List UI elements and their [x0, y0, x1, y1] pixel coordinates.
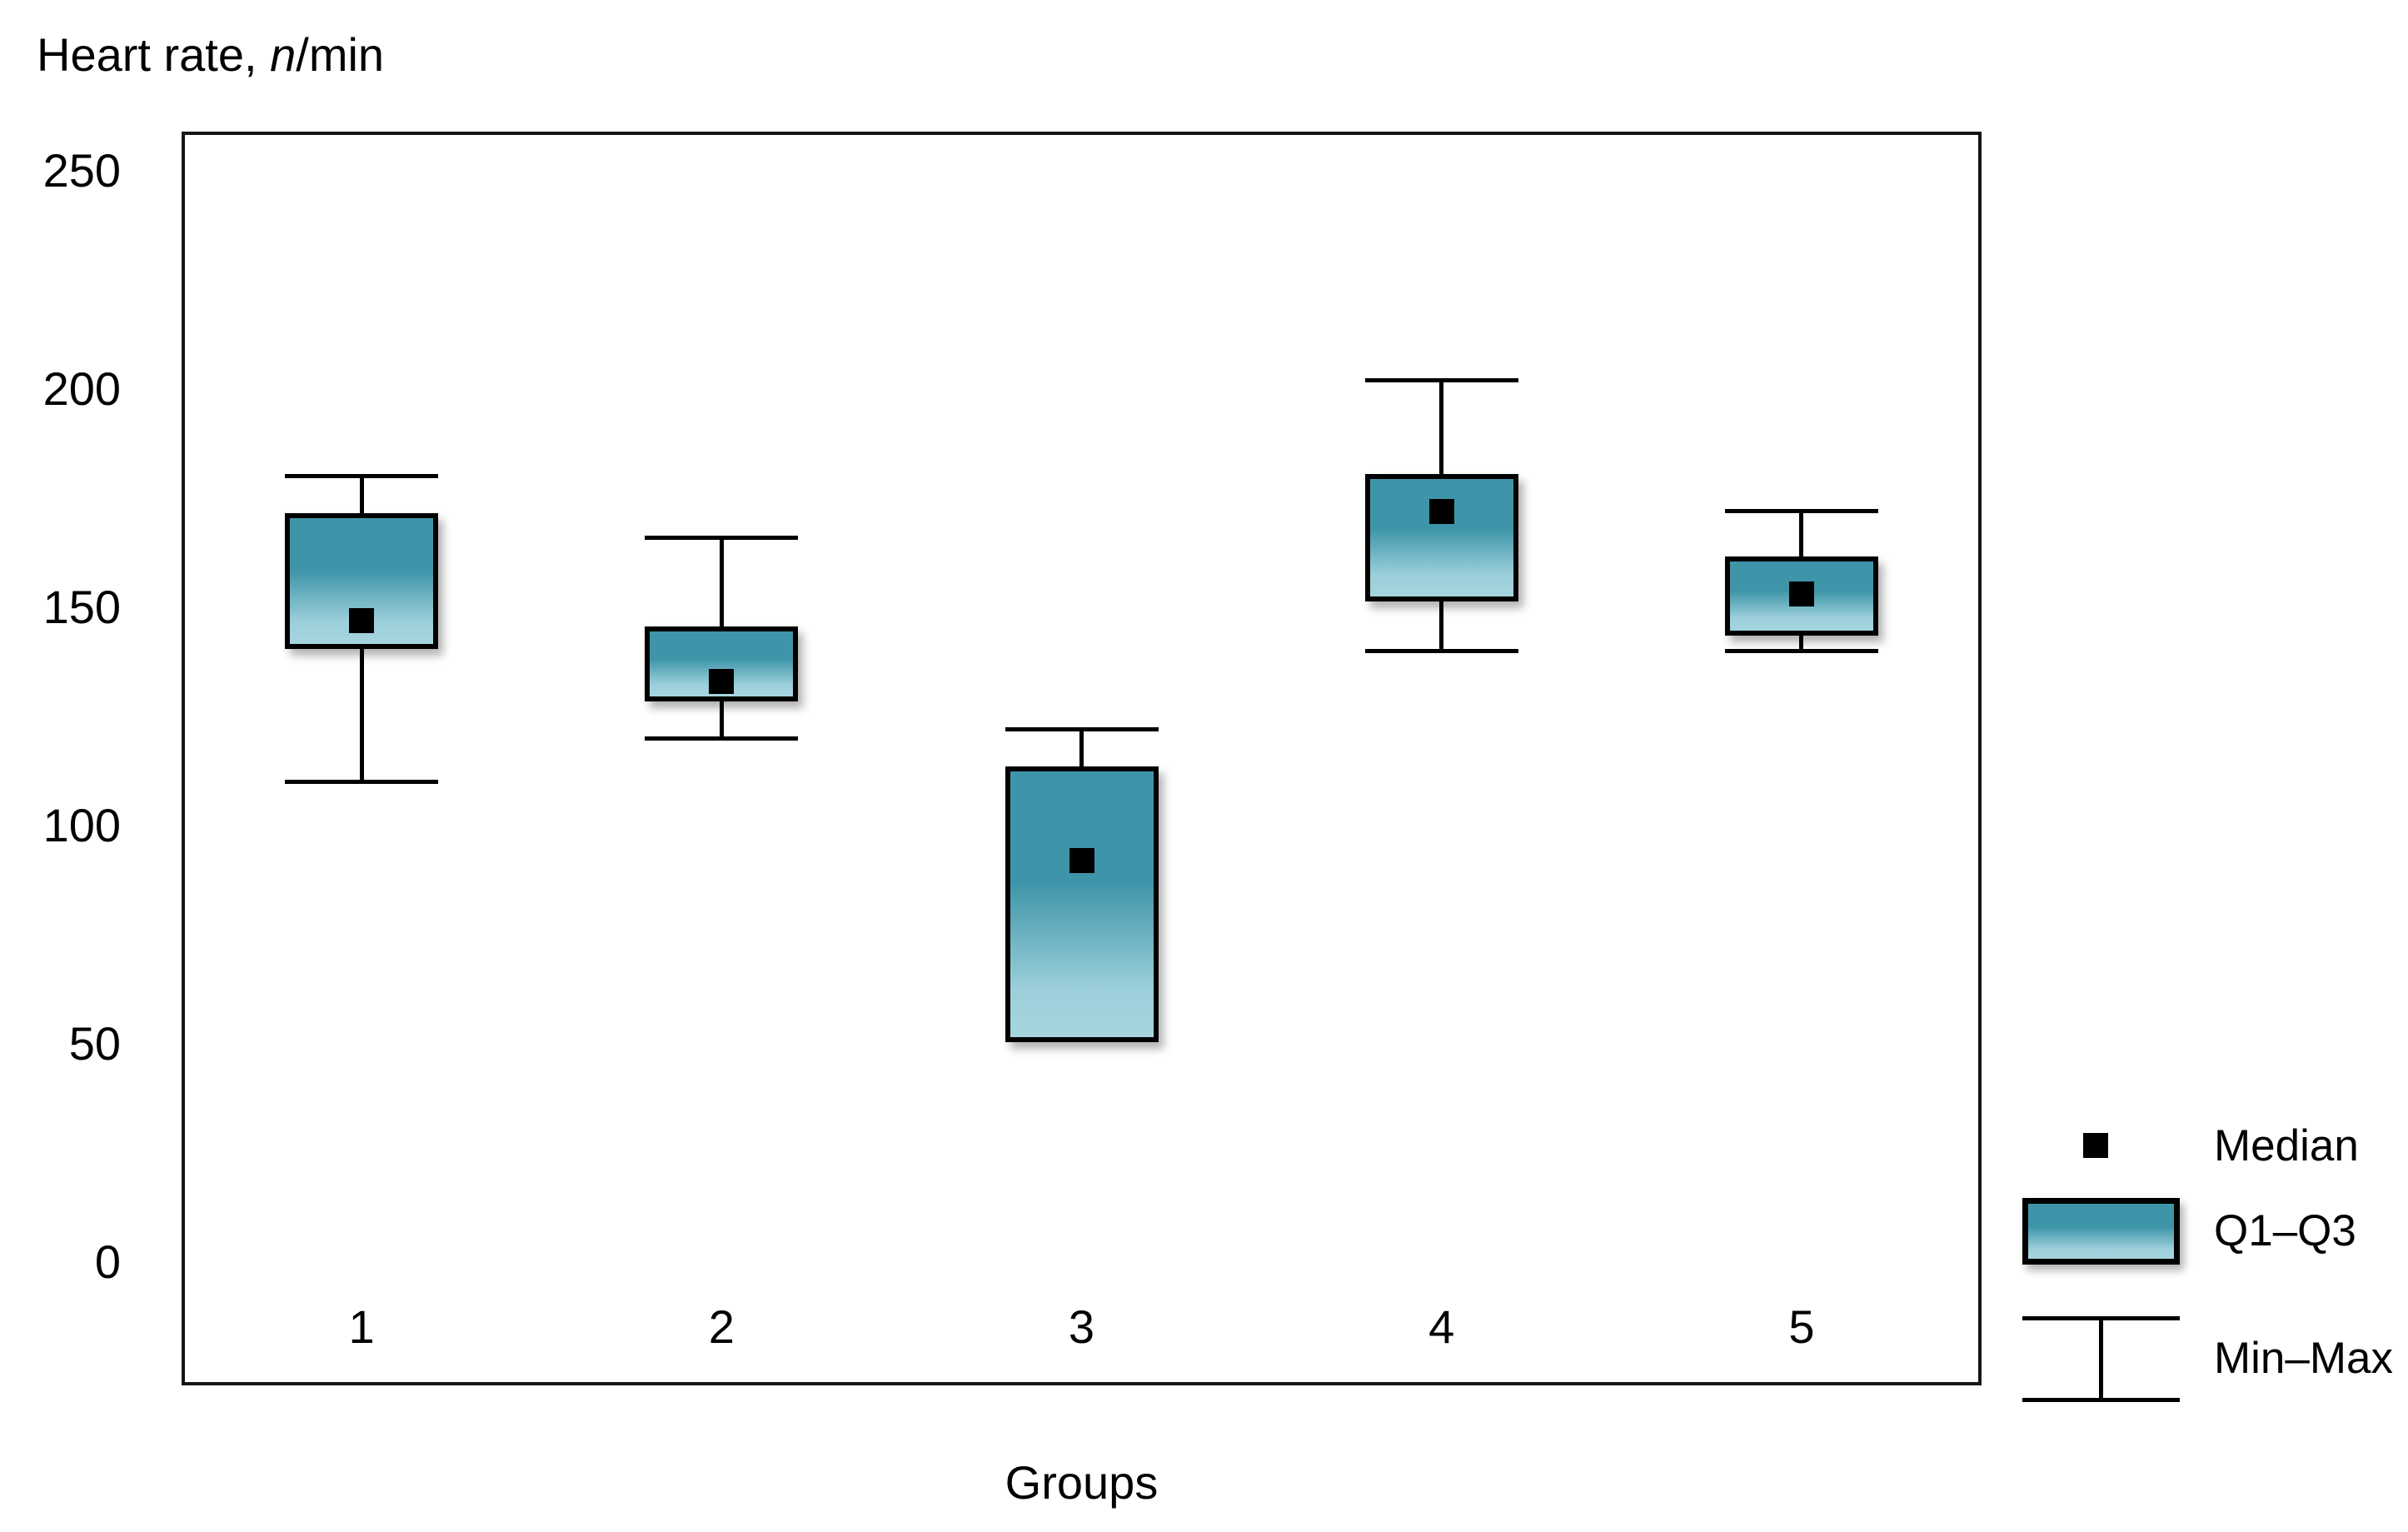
- whisker-max-cap-group-5: [1724, 509, 1878, 514]
- median-marker-group-3: [1069, 847, 1094, 873]
- legend-q1-q3-label: Q1–Q3: [2214, 1206, 2356, 1255]
- legend-whisker-stem: [2099, 1318, 2103, 1400]
- whisker-max-cap-group-4: [1364, 378, 1518, 383]
- median-marker-group-2: [709, 669, 735, 695]
- x-tick-label-5: 5: [1788, 1300, 1815, 1353]
- whisker-min-cap-group-5: [1724, 648, 1878, 653]
- x-tick-label-3: 3: [1068, 1300, 1095, 1353]
- whisker-max-cap-group-1: [285, 474, 439, 479]
- whisker-min-cap-group-4: [1364, 648, 1518, 653]
- median-marker-group-5: [1788, 581, 1814, 607]
- chart-title-italic-n: n: [270, 28, 297, 81]
- q1-q3-box-group-4: [1364, 473, 1518, 601]
- legend-median-swatch-icon: [2083, 1133, 2108, 1158]
- median-marker-group-4: [1428, 498, 1454, 524]
- legend-min-max-swatch-icon: [2022, 1316, 2180, 1402]
- x-tick-label-1: 1: [348, 1300, 375, 1353]
- chart-title-suffix: /min: [296, 28, 385, 81]
- y-tick-label-100: 100: [42, 799, 121, 851]
- x-tick-label-2: 2: [708, 1300, 735, 1353]
- legend-median-label: Median: [2214, 1121, 2359, 1170]
- whisker-max-cap-group-3: [1005, 727, 1159, 732]
- legend-min-max-label: Min–Max: [2214, 1334, 2394, 1383]
- median-marker-group-1: [349, 607, 375, 633]
- chart-title-prefix: Heart rate,: [37, 28, 271, 81]
- y-tick-label-50: 50: [68, 1017, 121, 1070]
- legend-q1-q3-swatch-icon: [2022, 1198, 2180, 1265]
- x-axis-title: Groups: [1005, 1456, 1159, 1509]
- chart-title: Heart rate, n/min: [37, 30, 384, 80]
- y-tick-label-0: 0: [94, 1235, 121, 1288]
- whisker-min-cap-group-2: [645, 736, 799, 741]
- x-tick-label-4: 4: [1428, 1300, 1455, 1353]
- y-tick-label-150: 150: [42, 581, 121, 633]
- legend-whisker-bottom-cap: [2022, 1398, 2180, 1402]
- whisker-max-cap-group-2: [645, 535, 799, 540]
- q1-q3-box-group-3: [1005, 766, 1159, 1042]
- whisker-min-cap-group-1: [285, 780, 439, 785]
- y-tick-label-250: 250: [42, 144, 121, 197]
- y-tick-label-200: 200: [42, 362, 121, 415]
